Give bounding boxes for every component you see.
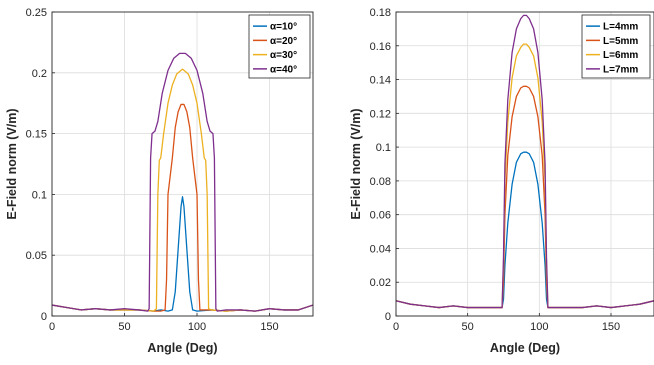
x-tick-label: 100 xyxy=(188,321,206,333)
plot-frame xyxy=(51,11,314,317)
legend-label-4: L=7mm xyxy=(603,64,638,75)
legend: L=4mm L=5mm L=6mm L=7mm xyxy=(581,14,651,79)
plot-frame xyxy=(395,11,654,317)
x-axis-label: Angle (Deg) xyxy=(147,341,217,355)
series-line-4 xyxy=(395,14,654,309)
y-tick-label: 0.05 xyxy=(26,250,47,262)
y-axis-label: E-Field norm (V/m) xyxy=(5,108,19,219)
y-tick-label: 0.2 xyxy=(32,68,47,80)
legend-label-2: α=20° xyxy=(270,36,297,47)
x-tick-label: 150 xyxy=(602,321,620,333)
y-tick-label: 0 xyxy=(41,311,47,323)
y-tick-label: 0.1 xyxy=(32,189,47,201)
y-tick-label: 0.06 xyxy=(370,210,391,222)
x-tick-label: 0 xyxy=(393,321,399,333)
y-tick-label: 0.02 xyxy=(370,277,391,289)
x-tick-label: 150 xyxy=(260,321,278,333)
y-tick-label: 0.08 xyxy=(370,176,391,188)
y-tick-label: 0.04 xyxy=(370,243,391,255)
x-tick-label: 50 xyxy=(462,321,474,333)
legend-label-1: L=4mm xyxy=(603,22,638,33)
legend-label-3: L=6mm xyxy=(603,50,638,61)
y-tick-label: 0.15 xyxy=(26,129,47,141)
y-tick-label: 0 xyxy=(385,311,391,323)
legend: α=10° α=20° α=30° α=40° xyxy=(248,14,311,79)
legend-label-2: L=5mm xyxy=(603,36,638,47)
y-axis-label: E-Field norm (V/m) xyxy=(349,108,363,219)
y-tick-label: 0.16 xyxy=(370,41,391,53)
legend-label-3: α=30° xyxy=(270,50,297,61)
legend-label-4: α=40° xyxy=(270,64,297,75)
x-tick-label: 100 xyxy=(530,321,548,333)
x-tick-label: 50 xyxy=(118,321,130,333)
chart-right: 0 50 100 150 0 0.02 0.04 0.06 0.08 0.1 0.12 0.14 0.1… xyxy=(349,7,654,355)
y-tick-label: 0.18 xyxy=(370,7,391,19)
legend-label-1: α=10° xyxy=(270,22,297,33)
y-tick-label: 0.14 xyxy=(370,75,391,87)
y-tick-label: 0.1 xyxy=(376,142,391,154)
series-line-4 xyxy=(51,52,314,312)
x-axis-label: Angle (Deg) xyxy=(490,341,560,355)
chart-left: 0 50 100 150 0 0.05 0.1 0.15 0.2 0.25 Angle (Deg) E… xyxy=(5,7,314,355)
y-tick-label: 0.12 xyxy=(370,108,391,120)
y-tick-label: 0.25 xyxy=(26,7,47,19)
x-tick-label: 0 xyxy=(49,321,55,333)
